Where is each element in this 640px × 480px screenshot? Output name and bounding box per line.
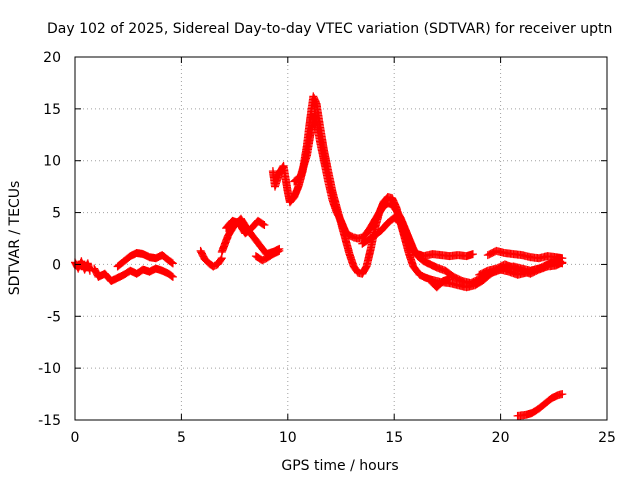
data-point-cluster [358,213,477,261]
y-tick-label: 10 [43,154,61,170]
x-tick-label: 10 [279,430,297,446]
data-point-cluster [251,246,284,265]
data-points [71,92,567,420]
x-tick-label: 20 [492,430,510,446]
data-point-cluster [475,258,567,279]
y-tick-label: 0 [52,257,61,273]
grid [75,57,607,420]
y-tick-label: 5 [52,206,61,222]
data-point-cluster [222,216,269,238]
x-tick-label: 5 [177,430,186,446]
axis-ticks: 0 5 10 15 20 25 -15 -10 -5 0 5 10 15 20 [38,50,616,446]
y-axis-label: SDTVAR / TECUs [7,181,23,296]
data-point-cluster [428,274,454,292]
data-point-cluster [90,264,177,285]
data-point-cluster [483,246,567,263]
data-point-cluster [113,249,177,271]
chart-title: Day 102 of 2025, Sidereal Day-to-day VTE… [47,21,612,37]
x-tick-label: 25 [598,430,616,446]
series-sdtvar [71,92,567,420]
data-point-cluster [196,246,226,271]
y-tick-label: -15 [38,413,61,429]
x-tick-label: 15 [385,430,403,446]
x-tick-label: 0 [71,430,80,446]
x-axis-label: GPS time / hours [281,458,398,474]
plot-frame [74,56,608,421]
y-tick-label: 15 [43,102,61,118]
y-tick-label: 20 [43,50,61,66]
data-point-cluster [513,390,567,420]
y-tick-label: -10 [38,361,61,377]
y-tick-label: -5 [47,309,61,325]
